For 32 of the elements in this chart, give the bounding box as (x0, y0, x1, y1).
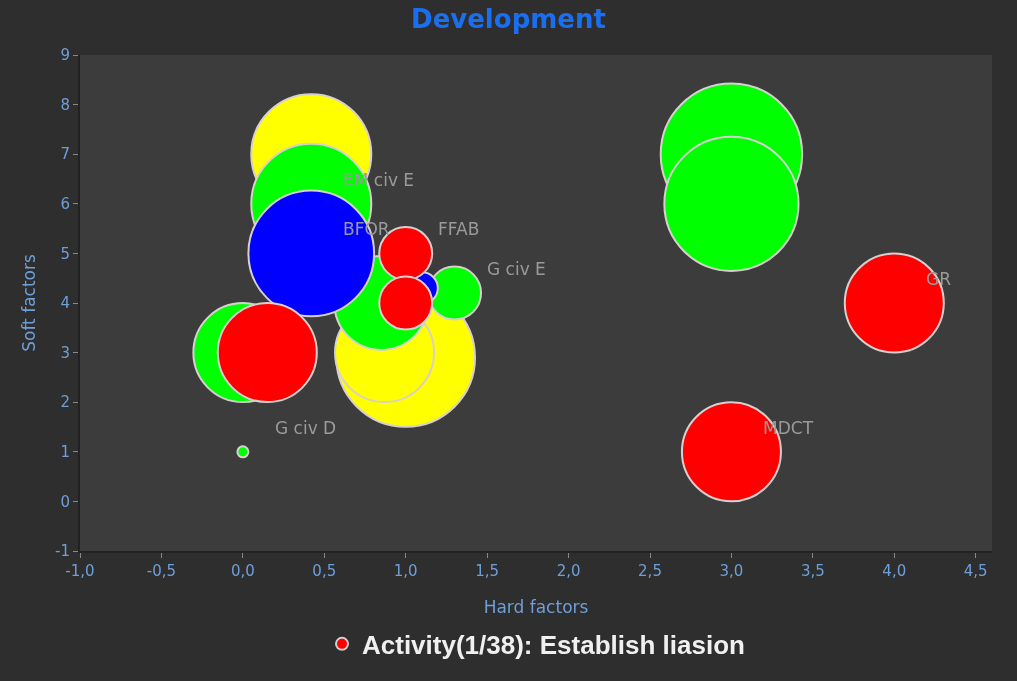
y-tick-label: 5 (60, 244, 70, 263)
annotation: G civ E (487, 259, 546, 279)
y-tick-label: 4 (60, 294, 70, 313)
chart-title: Development (411, 4, 606, 35)
y-tick-label: 6 (60, 195, 70, 214)
annotation: FFAB (438, 219, 480, 239)
x-tick-label: -0,5 (146, 562, 177, 580)
x-tick-label: 4,5 (963, 562, 988, 580)
y-tick-label: -1 (55, 542, 70, 561)
y-tick-label: 9 (60, 46, 70, 65)
y-tick-label: 8 (60, 95, 70, 114)
legend-label: Activity(1/38): Establish liasion (362, 629, 745, 660)
x-tick-label: 4,0 (882, 562, 907, 580)
x-tick-label: 1,0 (393, 562, 418, 580)
annotation: EM civ E (343, 170, 415, 190)
x-tick-label: 3,0 (719, 562, 744, 580)
x-axis-title: Hard factors (483, 597, 589, 617)
x-tick-label: -1,0 (65, 562, 95, 580)
y-axis-title: Soft factors (19, 254, 39, 352)
y-tick-label: 2 (60, 393, 70, 412)
x-tick-label: 0,5 (312, 562, 337, 580)
x-tick-label: 1,5 (475, 562, 500, 580)
y-tick-label: 1 (60, 443, 70, 462)
y-tick-label: 0 (60, 492, 70, 511)
y-tick-label: 3 (60, 343, 70, 362)
x-tick-label: 0,0 (230, 562, 255, 580)
annotation: GR (926, 269, 952, 289)
x-tick-label: 3,5 (800, 562, 825, 580)
x-tick-label: 2,5 (638, 562, 662, 580)
y-tick-label: 7 (60, 145, 70, 164)
annotation: G civ D (275, 418, 337, 438)
x-tick-label: 2,0 (556, 562, 581, 580)
